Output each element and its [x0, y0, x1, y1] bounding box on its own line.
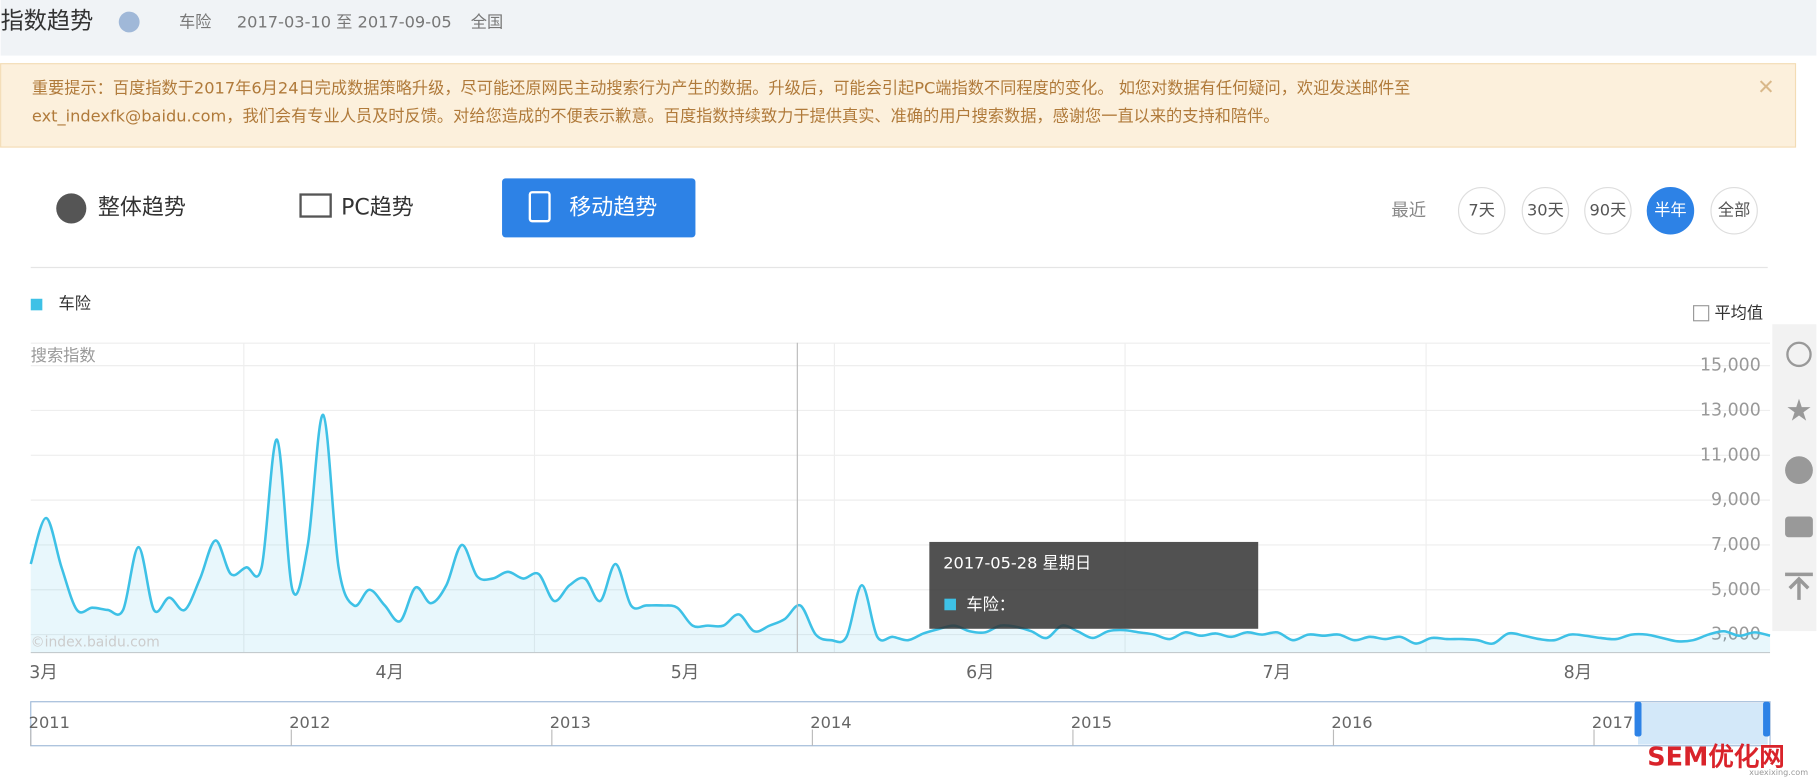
line — [29, 413, 1771, 646]
y-tick-label: 7,000 — [1711, 535, 1761, 555]
tooltip-series: 车险： — [966, 595, 1015, 614]
notice-line: ext_indexfk@baidu.com，我们会有专业人员及时反馈。对给您造成… — [32, 106, 1280, 126]
period-button[interactable] — [1584, 187, 1632, 235]
y-axis-label: 搜索指数 — [31, 346, 96, 365]
period-label: 全部 — [1718, 200, 1750, 219]
y-tick-label: 11,000 — [1700, 445, 1761, 465]
navigator — [30, 701, 1771, 747]
tooltip-swatch — [944, 598, 956, 611]
navigator-handle[interactable] — [1634, 701, 1642, 737]
notice — [0, 63, 1797, 148]
period-button[interactable] — [1521, 187, 1570, 235]
period-label: 7天 — [1468, 200, 1495, 219]
navigator-year: 2016 — [1331, 713, 1372, 732]
title: 指数趋势 — [1, 9, 94, 35]
y-tick-label: 15,000 — [1700, 356, 1761, 376]
legend-swatch — [30, 298, 43, 311]
x-tick-label: 6月 — [966, 663, 994, 683]
range: 2017-03-10 至 2017-09-05 — [237, 13, 452, 32]
x-tick-label: 5月 — [671, 663, 699, 683]
period-label: 最近 — [1391, 201, 1426, 221]
tooltip — [929, 541, 1259, 629]
period-button[interactable] — [1646, 187, 1695, 235]
y-tick-label: 9,000 — [1711, 490, 1761, 510]
logo-sub: xuexixing.com — [1749, 767, 1808, 777]
region: 全国 — [471, 13, 503, 32]
tab-icon — [528, 191, 551, 223]
help-icon[interactable] — [118, 11, 140, 33]
x-tick-label: 7月 — [1263, 663, 1291, 683]
star-icon[interactable]: ★ — [1785, 394, 1812, 429]
navigator-selection[interactable] — [1638, 702, 1768, 745]
navigator-year: 2014 — [810, 713, 851, 732]
period-label: 90天 — [1590, 200, 1627, 219]
checkbox[interactable] — [1693, 305, 1710, 322]
navigator-year: 2017 — [1592, 713, 1633, 732]
help-side-icon[interactable] — [1785, 456, 1813, 485]
x-tick-label: 8月 — [1564, 663, 1592, 683]
x-tick-label: 4月 — [376, 663, 404, 683]
tab[interactable]: PC趋势 — [341, 195, 414, 220]
legend-label: 车险 — [59, 294, 91, 313]
tab[interactable]: 移动趋势 — [569, 195, 657, 220]
navigator-year: 2013 — [550, 713, 591, 732]
keyword: 车险 — [179, 13, 211, 32]
tab-icon — [56, 193, 87, 224]
watermark: ©index.baidu.com — [31, 635, 160, 651]
tab[interactable]: 整体趋势 — [98, 195, 186, 220]
share-icon[interactable] — [1786, 341, 1812, 368]
close[interactable]: ✕ — [1757, 75, 1774, 99]
tooltip-date: 2017-05-28 星期日 — [943, 553, 1091, 572]
period-label: 30天 — [1527, 200, 1564, 219]
area — [30, 414, 1771, 653]
navigator-year: 2012 — [289, 713, 330, 732]
logo: SEM优化网 — [1647, 742, 1785, 772]
y-tick-label: 13,000 — [1700, 400, 1761, 420]
navigator-year: 2011 — [29, 713, 70, 732]
header-bar — [0, 0, 1817, 56]
tab-icon — [299, 193, 332, 218]
comment-icon[interactable] — [1785, 516, 1813, 538]
average-label: 平均值 — [1714, 303, 1763, 322]
y-tick-label: 5,000 — [1711, 580, 1761, 600]
period-button[interactable] — [1710, 187, 1758, 235]
period-label: 半年 — [1654, 200, 1686, 219]
period-button[interactable] — [1457, 187, 1506, 235]
navigator-handle[interactable] — [1763, 701, 1771, 737]
navigator-year: 2015 — [1071, 713, 1112, 732]
x-tick-label: 3月 — [29, 663, 57, 683]
notice-line: 重要提示：百度指数于2017年6月24日完成数据策略升级，尽可能还原网民主动搜索… — [32, 79, 1410, 98]
top-icon[interactable] — [1785, 572, 1813, 600]
